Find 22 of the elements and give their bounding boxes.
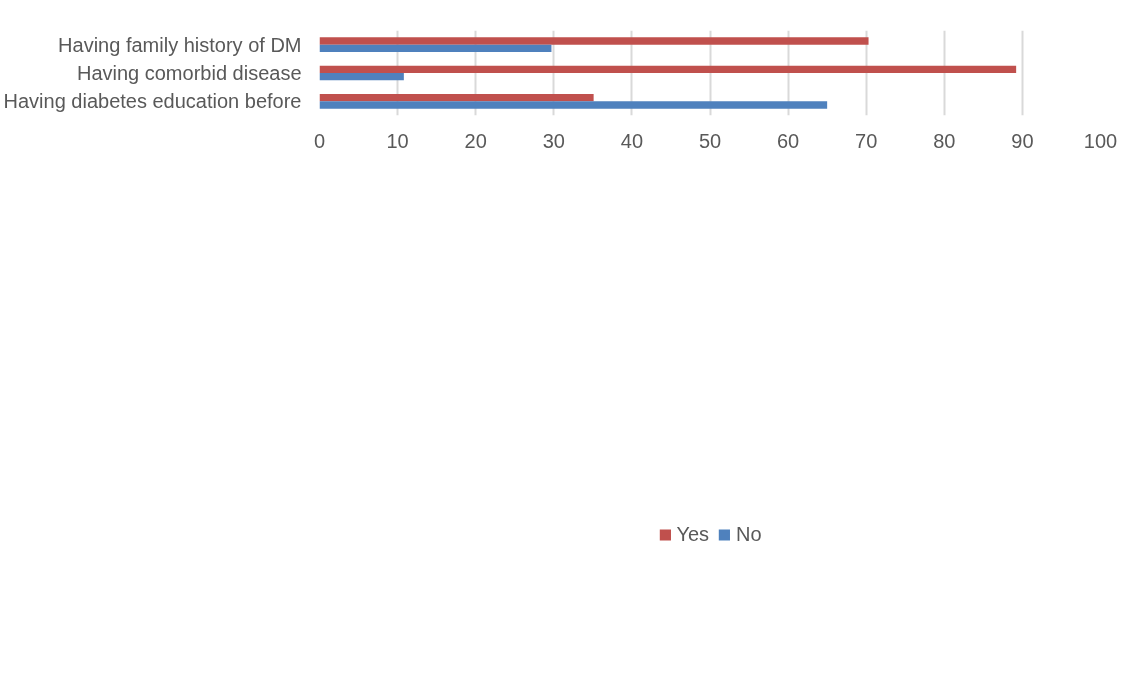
bar (319, 93, 594, 102)
bar (319, 65, 1017, 73)
y-tick-label: Having comorbid disease (76, 62, 302, 84)
x-tick-label: 100 (1083, 129, 1118, 152)
x-tick-label: 80 (933, 129, 956, 152)
bar (319, 44, 552, 53)
x-tick-label: 10 (386, 129, 409, 152)
x-tick-label: 30 (542, 129, 565, 152)
y-tick-label: Having family history of DM (58, 33, 302, 56)
bar (319, 73, 404, 81)
x-tick-label: 70 (855, 129, 878, 152)
x-tick-label: 50 (698, 129, 722, 152)
legend-label: No (736, 522, 762, 546)
x-tick-label: 60 (776, 129, 800, 152)
x-tick-label: 40 (620, 129, 644, 152)
x-tick-label: 90 (1011, 129, 1034, 152)
bar (319, 101, 828, 109)
x-tick-label: 20 (464, 129, 487, 152)
y-tick-label: Having diabetes education before (3, 90, 302, 113)
legend-label: Yes (676, 522, 710, 546)
x-tick-label: 0 (313, 129, 326, 152)
bar (319, 37, 869, 45)
